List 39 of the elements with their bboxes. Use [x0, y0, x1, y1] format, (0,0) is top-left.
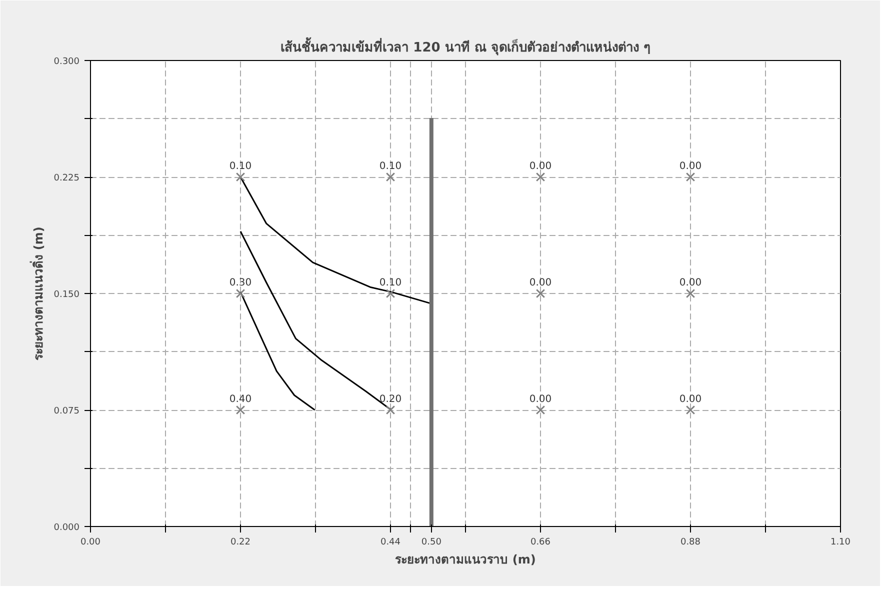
point — [686, 405, 696, 415]
y-axis-title: ระยะทางตามแนวดิ่ง (m) — [30, 226, 46, 360]
x-tick-label: 0.88 — [680, 538, 701, 548]
annotation: 0.40 — [229, 394, 252, 405]
y-tick-label: 0.075 — [54, 406, 80, 416]
point — [386, 288, 396, 298]
annotation: 0.00 — [679, 394, 702, 405]
point — [236, 405, 246, 415]
point — [386, 405, 396, 415]
point — [236, 172, 246, 182]
annotation: 0.00 — [529, 161, 552, 172]
annotation: 0.00 — [679, 278, 702, 288]
x-tick-label: 0.44 — [380, 538, 401, 548]
x-tick-label: 1.10 — [830, 538, 851, 548]
annotation: 0.00 — [529, 394, 552, 405]
chart-title: เส้นชั้นความเข้มที่เวลา 120 นาที ณ จุดเก็บตัวอย่างตำแหน่งต่าง ๆ — [280, 36, 650, 56]
point — [686, 172, 696, 182]
point — [686, 288, 696, 298]
annotation: 0.20 — [379, 394, 402, 405]
annotation: 0.10 — [229, 161, 252, 172]
x-tick-label: 0.66 — [530, 538, 551, 548]
point — [536, 288, 546, 298]
x-tick-label: 0.50 — [421, 538, 442, 548]
x-axis-title: ระยะทางตามแนวราบ (m) — [395, 552, 536, 566]
point — [386, 172, 396, 182]
annotation: 0.10 — [379, 278, 402, 288]
y-tick-label: 0.300 — [54, 57, 80, 67]
annotation: 0.10 — [379, 161, 402, 172]
x-tick-label: 0.22 — [230, 538, 251, 548]
annotation: 0.00 — [529, 278, 552, 288]
y-tick-label: 0.225 — [54, 174, 80, 184]
point — [236, 288, 246, 298]
annotation: 0.30 — [229, 278, 252, 288]
y-tick-label: 0.000 — [54, 523, 80, 533]
annotation: 0.00 — [679, 161, 702, 172]
y-tick-label: 0.150 — [54, 290, 80, 300]
point — [536, 405, 546, 415]
x-tick-label: 0.00 — [80, 538, 101, 548]
point — [536, 172, 546, 182]
